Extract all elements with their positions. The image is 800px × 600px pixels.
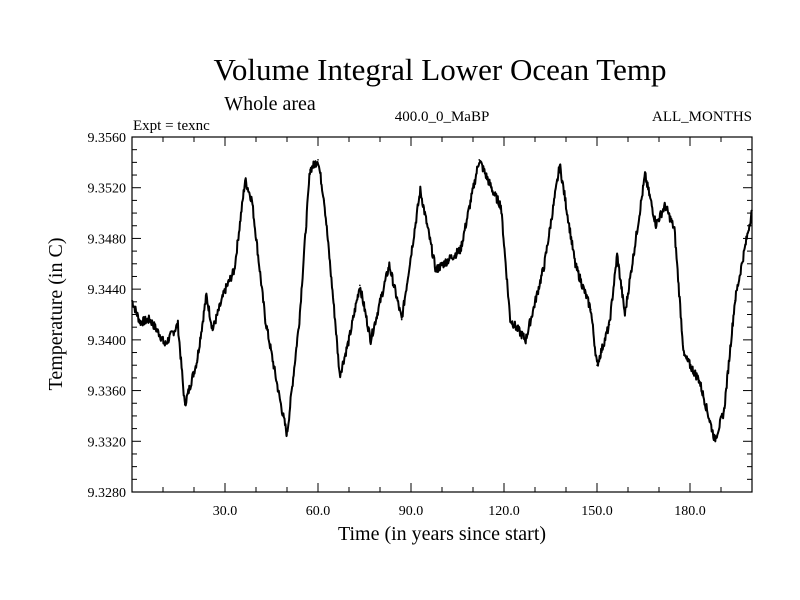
data-point: [616, 254, 618, 256]
data-point: [279, 398, 281, 401]
data-point: [251, 199, 253, 202]
data-point: [309, 169, 311, 171]
x-axis-label: Time (in years since start): [338, 523, 546, 545]
data-point: [683, 354, 685, 356]
data-point: [419, 189, 422, 192]
plot-frame: [131, 136, 753, 493]
data-point: [334, 318, 336, 321]
data-point: [509, 318, 512, 321]
data-point: [139, 321, 141, 323]
y-tick-label: 9.3360: [88, 385, 127, 400]
data-point: [714, 439, 716, 441]
data-point: [493, 194, 496, 197]
data-point: [164, 344, 166, 346]
data-point: [323, 199, 326, 202]
data-point: [644, 174, 646, 176]
data-point: [559, 164, 561, 166]
y-tick-label: 9.3480: [88, 232, 127, 247]
chart-subtitle: Whole area: [224, 93, 316, 115]
data-point: [596, 364, 598, 367]
data-point: [673, 228, 676, 231]
data-point: [590, 308, 592, 311]
y-tick-label: 9.3560: [88, 131, 127, 146]
data-point: [264, 318, 267, 321]
y-tick-label: 9.3320: [88, 435, 127, 450]
data-point: [286, 434, 288, 436]
data-point: [196, 359, 198, 361]
data-point: [244, 179, 246, 181]
x-tick-label: 60.0: [306, 504, 331, 519]
data-point: [624, 313, 626, 316]
data-point: [655, 223, 657, 226]
x-tick-label: 30.0: [213, 504, 238, 519]
data-point: [459, 249, 462, 251]
data-point: [698, 379, 701, 382]
data-point: [338, 374, 341, 377]
data-point: [359, 284, 361, 287]
annotation-months: ALL_MONTHS: [652, 109, 752, 125]
data-point: [574, 264, 577, 266]
data-point: [233, 269, 236, 271]
data-point: [149, 318, 151, 321]
data-point: [664, 204, 666, 207]
data-point: [159, 333, 161, 336]
axis-ticks: [132, 137, 752, 492]
series-line: [131, 159, 753, 443]
data-point: [205, 294, 208, 297]
data-point: [183, 403, 186, 406]
data-point: [388, 264, 391, 266]
data-point: [524, 339, 527, 341]
y-tick-label: 9.3520: [88, 182, 127, 197]
data-point: [211, 328, 214, 331]
data-point: [543, 264, 546, 266]
annotation-experiment: Expt = texnc: [133, 118, 210, 134]
x-tick-label: 90.0: [399, 504, 424, 519]
data-point: [224, 289, 226, 292]
data-point: [608, 323, 611, 326]
data-point: [369, 339, 372, 341]
data-point: [177, 323, 179, 326]
data-point: [435, 269, 437, 271]
annotation-period: 400.0_0_MaBP: [395, 109, 490, 125]
y-tick-label: 9.3440: [88, 283, 127, 298]
data-point: [478, 159, 481, 161]
data-point: [187, 393, 189, 396]
x-tick-label: 150.0: [581, 504, 613, 519]
chart-title: Volume Integral Lower Ocean Temp: [214, 52, 667, 87]
data-point: [500, 204, 502, 207]
x-tick-label: 180.0: [674, 504, 706, 519]
data-point: [348, 339, 350, 341]
x-tick-label: 120.0: [488, 504, 520, 519]
tick-labels: 30.0 60.0 90.0 120.0 150.0 180.0 9.3280 9.3320 9…: [88, 131, 706, 519]
series-group: [131, 159, 753, 443]
data-point: [317, 159, 319, 161]
data-point: [734, 299, 736, 302]
y-tick-label: 9.3280: [88, 486, 127, 501]
data-point: [298, 318, 301, 321]
y-tick-label: 9.3400: [88, 334, 127, 349]
y-axis-label: Temperature (in C): [45, 238, 67, 391]
data-point: [723, 410, 725, 412]
data-point: [400, 318, 403, 321]
